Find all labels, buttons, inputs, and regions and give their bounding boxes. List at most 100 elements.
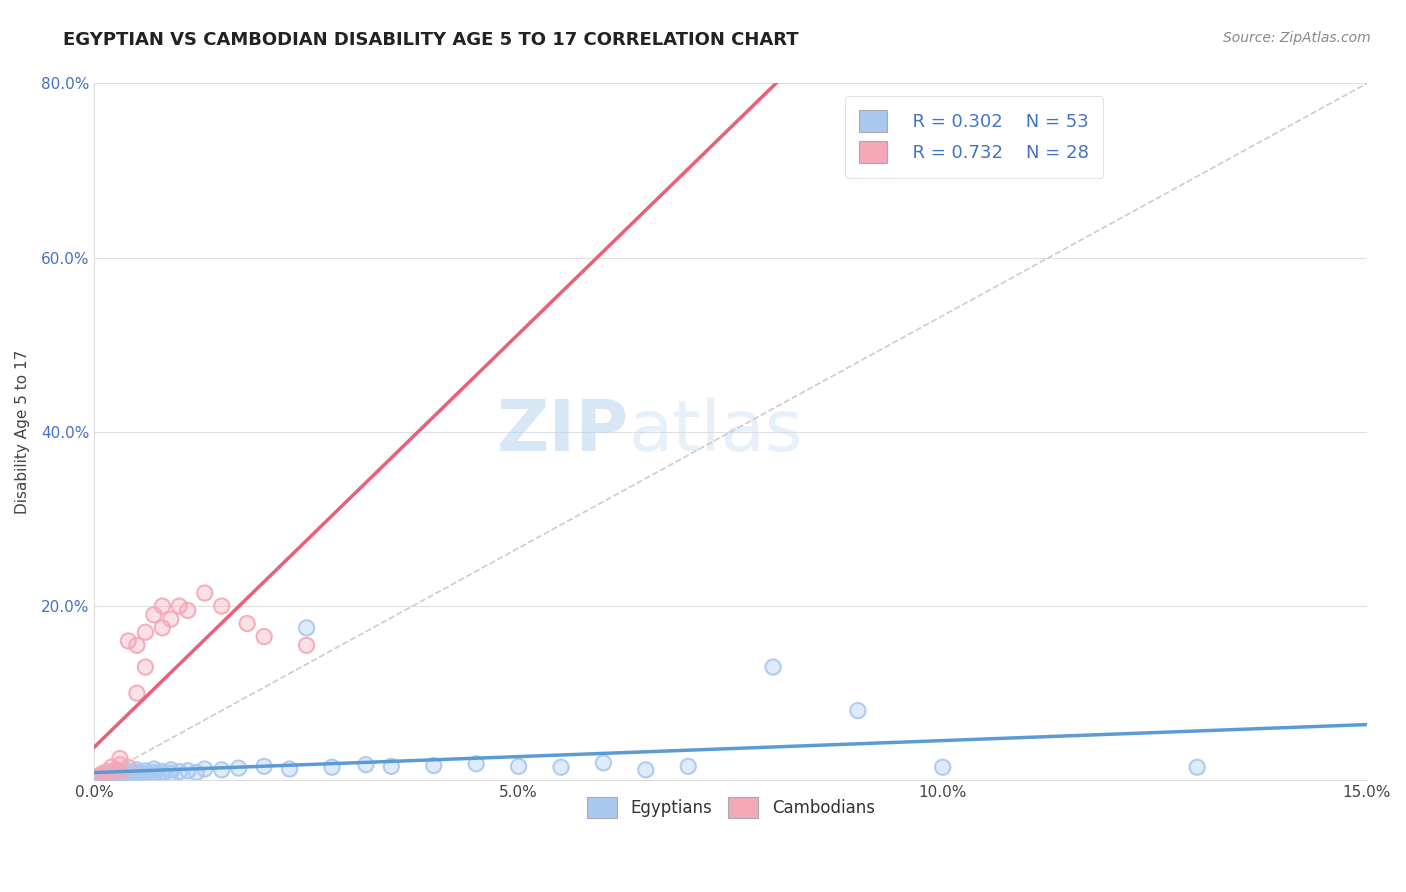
- Point: [104, 763, 127, 777]
- Point: [117, 634, 139, 648]
- Point: [592, 756, 614, 770]
- Point: [117, 764, 139, 779]
- Point: [142, 607, 165, 622]
- Point: [194, 586, 217, 600]
- Point: [134, 768, 156, 782]
- Point: [253, 630, 276, 644]
- Point: [91, 766, 114, 780]
- Text: ZIP: ZIP: [496, 397, 628, 467]
- Point: [423, 758, 446, 772]
- Point: [117, 770, 139, 784]
- Point: [186, 765, 208, 780]
- Point: [465, 756, 488, 771]
- Point: [108, 757, 131, 772]
- Point: [159, 612, 181, 626]
- Point: [295, 638, 318, 652]
- Point: [150, 764, 173, 779]
- Point: [142, 765, 165, 780]
- Point: [108, 771, 131, 785]
- Point: [108, 751, 131, 765]
- Point: [159, 612, 181, 626]
- Point: [117, 760, 139, 774]
- Point: [100, 770, 122, 784]
- Point: [134, 766, 156, 780]
- Point: [108, 764, 131, 779]
- Point: [87, 769, 110, 783]
- Point: [87, 769, 110, 783]
- Point: [125, 765, 148, 780]
- Point: [91, 768, 114, 782]
- Point: [931, 760, 953, 774]
- Point: [125, 638, 148, 652]
- Point: [108, 771, 131, 785]
- Point: [186, 765, 208, 780]
- Point: [211, 763, 233, 777]
- Point: [108, 765, 131, 780]
- Point: [86, 770, 108, 784]
- Point: [112, 768, 135, 782]
- Point: [550, 760, 572, 774]
- Point: [159, 763, 181, 777]
- Point: [177, 764, 200, 778]
- Point: [125, 765, 148, 780]
- Point: [592, 756, 614, 770]
- Point: [550, 760, 572, 774]
- Point: [117, 767, 139, 781]
- Point: [380, 759, 402, 773]
- Point: [142, 607, 165, 622]
- Point: [91, 768, 114, 782]
- Point: [125, 769, 148, 783]
- Point: [87, 769, 110, 783]
- Point: [134, 764, 156, 778]
- Point: [846, 704, 869, 718]
- Point: [169, 599, 191, 613]
- Point: [108, 767, 131, 781]
- Point: [96, 764, 118, 779]
- Point: [211, 763, 233, 777]
- Point: [134, 625, 156, 640]
- Point: [108, 765, 131, 780]
- Point: [228, 761, 250, 775]
- Point: [169, 599, 191, 613]
- Point: [96, 769, 118, 783]
- Point: [91, 768, 114, 782]
- Point: [278, 762, 301, 776]
- Point: [762, 660, 785, 674]
- Point: [150, 767, 173, 781]
- Point: [125, 763, 148, 777]
- Point: [104, 763, 127, 777]
- Point: [142, 768, 165, 782]
- Point: [96, 764, 118, 779]
- Point: [100, 766, 122, 780]
- Point: [100, 766, 122, 780]
- Point: [142, 762, 165, 776]
- Point: [236, 616, 259, 631]
- Point: [134, 660, 156, 674]
- Point: [117, 770, 139, 784]
- Point: [159, 766, 181, 780]
- Point: [100, 766, 122, 780]
- Point: [380, 759, 402, 773]
- Legend: Egyptians, Cambodians: Egyptians, Cambodians: [579, 790, 882, 824]
- Point: [108, 769, 131, 783]
- Point: [321, 760, 343, 774]
- Point: [1185, 760, 1208, 774]
- Point: [86, 770, 108, 784]
- Point: [465, 756, 488, 771]
- Point: [508, 759, 530, 773]
- Point: [150, 621, 173, 635]
- Point: [87, 769, 110, 783]
- Text: EGYPTIAN VS CAMBODIAN DISABILITY AGE 5 TO 17 CORRELATION CHART: EGYPTIAN VS CAMBODIAN DISABILITY AGE 5 T…: [63, 31, 799, 49]
- Point: [108, 769, 131, 783]
- Point: [634, 763, 657, 777]
- Point: [211, 599, 233, 613]
- Point: [150, 764, 173, 779]
- Point: [211, 599, 233, 613]
- Point: [96, 769, 118, 783]
- Point: [159, 766, 181, 780]
- Point: [108, 751, 131, 765]
- Point: [1185, 760, 1208, 774]
- Point: [125, 686, 148, 700]
- Text: Source: ZipAtlas.com: Source: ZipAtlas.com: [1223, 31, 1371, 45]
- Point: [134, 660, 156, 674]
